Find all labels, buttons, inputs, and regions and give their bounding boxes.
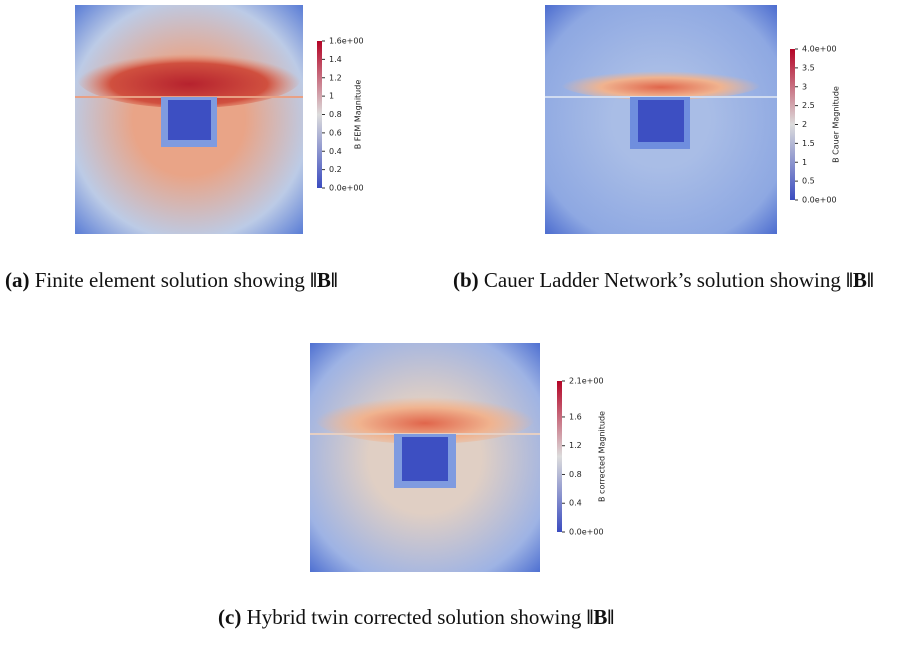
colorbar-title: B Cauer Magnitude — [832, 86, 841, 163]
colorbar — [790, 49, 795, 200]
caption-text: Cauer Ladder Network’s solution showing — [483, 268, 841, 292]
colorbar-tick-label: 1.6e+00 — [329, 37, 364, 46]
colorbar-tick-label: 0.8 — [569, 470, 582, 479]
colorbar-tick-label: 2 — [802, 120, 807, 129]
caption-text: Finite element solution showing — [34, 268, 305, 292]
caption-label: (a) — [5, 268, 30, 292]
colorbar-title: B corrected Magnitude — [598, 411, 607, 502]
colorbar-tick-label: 0.4 — [329, 147, 342, 156]
colorbar-tick-label: 0.0e+00 — [329, 184, 364, 193]
colorbar-tick-label: 0.5 — [802, 177, 815, 186]
colorbar-tick-label: 0.4 — [569, 499, 582, 508]
colorbar-tick-label: 2.5 — [802, 101, 815, 110]
colorbar-tick-label: 1.4 — [329, 55, 342, 64]
colorbar-tick-label: 0.0e+00 — [802, 196, 837, 205]
colorbar-tick-label: 1.2 — [329, 73, 342, 82]
caption: (c) Hybrid twin corrected solution showi… — [218, 605, 680, 630]
core-block — [638, 100, 684, 142]
colorbar-tick-label: 1 — [802, 158, 807, 167]
colorbar — [317, 41, 322, 188]
colorbar-tick-label: 0.0e+00 — [569, 528, 604, 537]
colorbar-tick-label: 0.2 — [329, 165, 342, 174]
colorbar — [557, 381, 562, 532]
colorbar-tick-label: 0.6 — [329, 128, 342, 137]
core-block — [168, 100, 211, 140]
field-hotspot — [561, 68, 761, 100]
caption-text: Hybrid twin corrected solution showing — [246, 605, 582, 629]
caption: (b) Cauer Ladder Network’s solution show… — [453, 268, 915, 293]
caption-math: ‖B‖ — [586, 605, 615, 629]
core-block — [402, 437, 448, 481]
caption-label: (b) — [453, 268, 479, 292]
caption-label: (c) — [218, 605, 242, 629]
colorbar-tick-label: 1.6 — [569, 412, 582, 421]
colorbar-title: B FEM Magnitude — [354, 80, 363, 150]
caption-math: ‖B‖ — [310, 268, 338, 292]
colorbar-tick-label: 4.0e+00 — [802, 45, 837, 54]
colorbar-tick-label: 3 — [802, 82, 807, 91]
colorbar-tick-label: 1.2 — [569, 441, 582, 450]
colorbar-tick-label: 1.5 — [802, 139, 815, 148]
colorbar-tick-label: 0.8 — [329, 110, 342, 119]
colorbar-tick-label: 2.1e+00 — [569, 377, 604, 386]
colorbar-tick-label: 3.5 — [802, 63, 815, 72]
field-hotspot — [315, 392, 535, 444]
caption-math: ‖B‖ — [846, 268, 874, 292]
caption: (a) Finite element solution showing ‖B‖ — [5, 268, 425, 293]
colorbar-tick-label: 1 — [329, 92, 334, 101]
field-hotspot — [77, 48, 301, 108]
